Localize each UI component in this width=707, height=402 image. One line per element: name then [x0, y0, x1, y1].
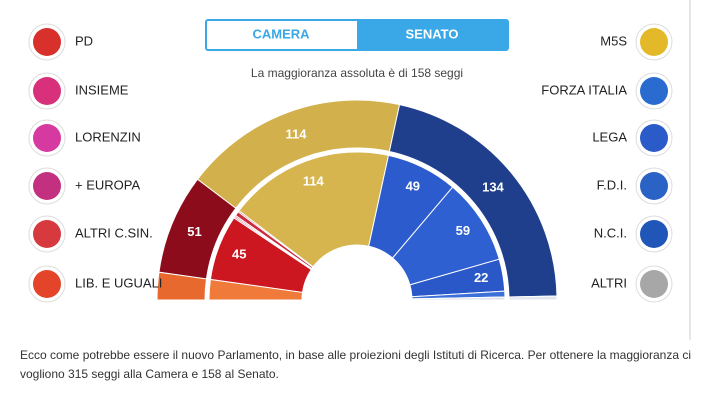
legend-icon-fill: [33, 124, 61, 152]
legend-label: LORENZIN: [75, 129, 141, 144]
legend-label: LEGA: [592, 129, 627, 144]
legend-label: F.D.I.: [597, 177, 627, 192]
legend-icon-fill: [640, 124, 668, 152]
legend-icon-fill: [640, 28, 668, 56]
seat-slice: [411, 296, 506, 301]
note: Ecco come potrebbe essere il nuovo Parla…: [20, 348, 692, 381]
seat-label: 45: [232, 247, 246, 262]
seat-label: 49: [406, 178, 420, 193]
legend-icon-fill: [33, 220, 61, 248]
legend-icon-fill: [640, 172, 668, 200]
legend-label: FORZA ITALIA: [541, 82, 627, 97]
legend-icon-fill: [33, 77, 61, 105]
legend-label: M5S: [600, 33, 627, 48]
legend-label: INSIEME: [75, 82, 129, 97]
legend-icon-fill: [640, 270, 668, 298]
seat-slice: [508, 295, 558, 301]
toggle-senato[interactable]: SENATO: [406, 26, 459, 41]
seat-label: 114: [303, 173, 325, 188]
toggle-active[interactable]: [357, 20, 508, 50]
toggle-camera[interactable]: CAMERA: [252, 26, 310, 41]
seat-label: 51: [187, 224, 201, 239]
legend-label: ALTRI: [591, 275, 627, 290]
legend-icon-fill: [640, 220, 668, 248]
legend-label: N.C.I.: [594, 225, 627, 240]
chart: CAMERA SENATO La maggioranza assoluta è …: [28, 0, 691, 340]
legend-icon-fill: [640, 77, 668, 105]
seat-label: 22: [474, 270, 488, 285]
subtitle: La maggioranza assoluta è di 158 seggi: [251, 66, 463, 80]
seat-label: 134: [482, 180, 504, 195]
legend-icon-fill: [33, 270, 61, 298]
legend-label: LIB. E UGUALI: [75, 275, 162, 290]
seat-slice: [238, 151, 390, 268]
legend-label: PD: [75, 33, 93, 48]
legend-icon-fill: [33, 28, 61, 56]
seat-label: 59: [456, 223, 470, 238]
legend-label: + EUROPA: [75, 177, 140, 192]
legend-label: ALTRI C.SIN.: [75, 225, 153, 240]
legend-icon-fill: [33, 172, 61, 200]
seat-label: 114: [285, 126, 307, 141]
